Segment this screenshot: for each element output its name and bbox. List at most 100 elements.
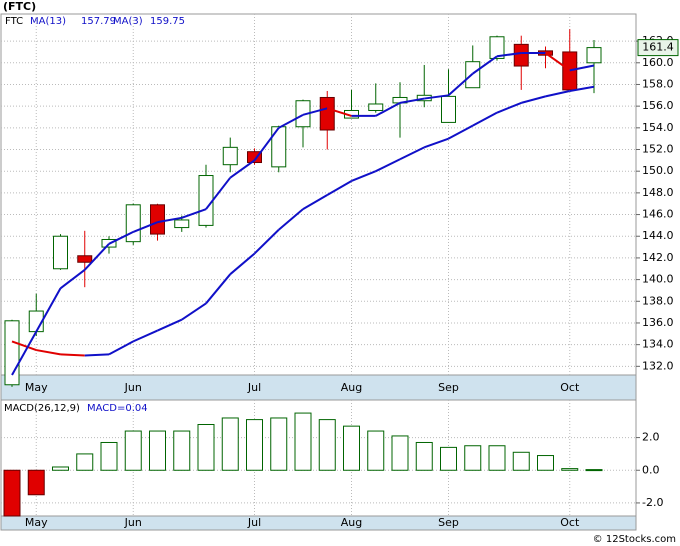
y-tick-label: 0.0: [642, 463, 660, 476]
y-tick-label: 138.0: [642, 294, 674, 307]
ma-segment: [399, 97, 425, 104]
macd-bar: [124, 430, 142, 471]
ma-segment: [157, 216, 182, 224]
ma-segment: [108, 231, 134, 245]
candle-down: [562, 51, 578, 91]
macd-bar: [52, 466, 69, 471]
macd-bar: [221, 417, 239, 471]
ma-segment: [472, 111, 498, 127]
macd-value: MACD=0.04: [87, 403, 148, 414]
ma-segment: [205, 177, 232, 210]
candle-up: [4, 320, 20, 386]
x-tick-label: Jul: [247, 381, 261, 394]
candle-up: [222, 146, 238, 166]
candle-down: [513, 43, 529, 67]
ma-segment: [278, 208, 304, 231]
ma-segment: [424, 94, 449, 100]
candle-up: [586, 47, 602, 64]
ma-segment: [399, 146, 425, 161]
macd-bar: [246, 419, 263, 471]
ma-segment: [448, 124, 474, 140]
x-tick-label: Aug: [341, 516, 362, 529]
date-strip-bottom: [0, 515, 637, 531]
ma-segment: [60, 353, 85, 357]
x-tick-label: Jun: [124, 381, 142, 394]
candle-up: [174, 219, 190, 229]
macd-bar: [343, 425, 360, 471]
ma-segment: [375, 158, 401, 173]
macd-bar: [561, 468, 579, 471]
macd-bar: [318, 419, 336, 471]
macd-bar: [173, 430, 191, 471]
y-tick-label: 136.0: [642, 316, 674, 329]
ma-segment: [108, 340, 134, 356]
candle-down: [247, 151, 262, 164]
credit: © 12Stocks.com: [593, 534, 676, 545]
macd-bar: [391, 435, 409, 471]
x-tick-label: Aug: [341, 381, 362, 394]
x-tick-label: Sep: [438, 516, 459, 529]
macd-bar: [440, 446, 457, 471]
y-tick-label: -2.0: [642, 496, 663, 509]
ma-segment: [569, 85, 595, 92]
ma-segment: [302, 107, 328, 116]
ma-segment: [11, 331, 38, 376]
legend-ma13: MA(13): [30, 16, 66, 27]
y-tick-label: 132.0: [642, 359, 674, 372]
price-panel: [0, 13, 637, 376]
macd-bar: [149, 430, 166, 471]
ma-segment: [496, 101, 522, 114]
last-price-box: [637, 39, 679, 57]
y-tick-label: 146.0: [642, 208, 674, 221]
ma-segment: [253, 229, 280, 255]
y-tick-label: 144.0: [642, 229, 674, 242]
ma-segment: [35, 287, 62, 333]
candle-up: [489, 36, 505, 59]
x-tick-label: Jun: [124, 516, 142, 529]
macd-bar: [367, 430, 385, 471]
ma-segment: [472, 55, 498, 75]
x-tick-label: May: [25, 381, 48, 394]
candle-down: [319, 96, 335, 131]
ma-segment: [447, 72, 474, 97]
ma-segment: [520, 95, 546, 104]
legend-symbol: FTC: [5, 16, 23, 27]
candle-up: [368, 103, 384, 111]
macd-bar: [488, 445, 506, 471]
x-tick-label: Jul: [247, 516, 261, 529]
macd-title: MACD(26,12,9): [4, 403, 80, 414]
y-tick-label: 2.0: [642, 431, 660, 444]
macd-bar: [415, 441, 433, 471]
y-tick-label: 134.0: [642, 338, 674, 351]
last-price: 161.4: [642, 41, 674, 54]
ma-segment: [36, 349, 61, 356]
candle-up: [53, 235, 68, 270]
macd-bar: [270, 417, 288, 471]
candle-up: [441, 95, 456, 123]
y-tick-label: 148.0: [642, 186, 674, 199]
y-tick-label: 150.0: [642, 164, 674, 177]
legend-ma3: MA(3): [113, 16, 143, 27]
ma-segment: [132, 221, 158, 233]
ma-segment: [253, 127, 280, 161]
ma-segment: [205, 273, 232, 305]
legend-ma13-value: 157.79: [81, 16, 116, 27]
y-tick-label: 160.0: [642, 56, 674, 69]
ma-segment: [545, 89, 570, 98]
macd-bar: [3, 469, 21, 517]
macd-bar: [27, 469, 45, 496]
candle-down: [150, 204, 165, 235]
y-tick-label: 156.0: [642, 99, 674, 112]
ma-segment: [326, 107, 352, 117]
ma-segment: [496, 52, 522, 58]
ma-segment: [278, 113, 304, 129]
ma-segment: [181, 302, 207, 321]
ma-segment: [351, 170, 377, 182]
macd-bar: [76, 453, 94, 471]
macd-bar: [512, 451, 530, 471]
x-tick-label: May: [25, 516, 48, 529]
y-tick-label: 140.0: [642, 273, 674, 286]
macd-bar: [585, 469, 603, 472]
ma-segment: [157, 318, 183, 332]
ma-segment: [59, 269, 86, 290]
